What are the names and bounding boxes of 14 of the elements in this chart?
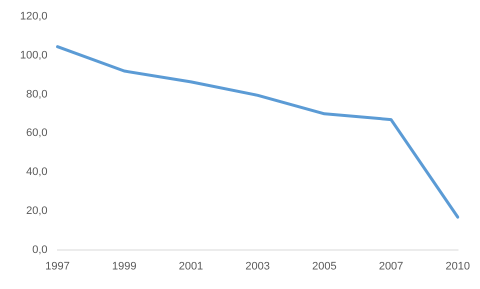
y-tick-label: 0,0 xyxy=(32,244,48,256)
x-tick-label: 2001 xyxy=(178,260,204,272)
y-tick-label: 80,0 xyxy=(26,88,48,100)
y-tick-label: 120,0 xyxy=(20,10,48,23)
x-tick-label: 2007 xyxy=(378,260,404,272)
x-tick-label: 2003 xyxy=(245,260,270,272)
x-tick-label: 2005 xyxy=(312,260,337,272)
y-tick-label: 100,0 xyxy=(20,50,48,62)
x-tick-label: 1999 xyxy=(112,260,136,272)
y-tick-label: 60,0 xyxy=(26,127,48,140)
y-tick-label: 40,0 xyxy=(26,166,48,178)
y-tick-label: 20,0 xyxy=(26,204,48,217)
x-tick-label: 1997 xyxy=(45,260,70,272)
x-tick-label: 2010 xyxy=(446,260,470,272)
